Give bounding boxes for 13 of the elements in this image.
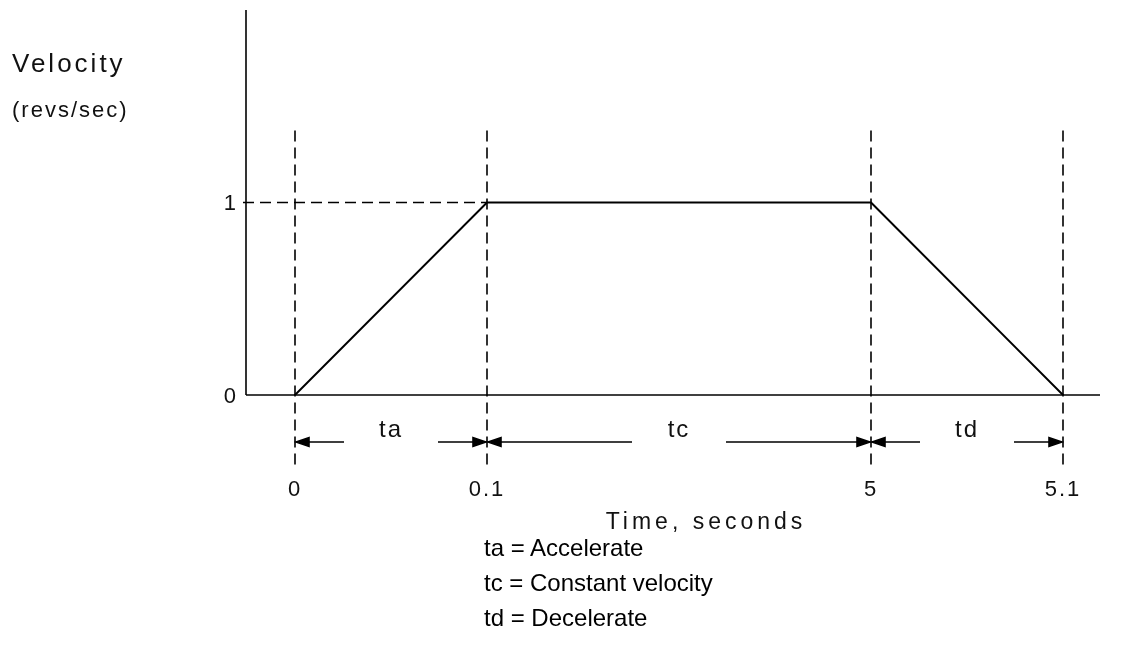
- text: tc: [667, 415, 691, 442]
- y-axis-title: Velocity (revs/sec): [12, 48, 129, 122]
- text: ta: [378, 415, 404, 442]
- y-tick-label: 1: [223, 190, 236, 216]
- x-tick-label: 5.1: [1044, 475, 1082, 501]
- text: ta = Accelerate: [484, 534, 644, 561]
- x-tick-label: 5: [863, 475, 879, 501]
- text: tc = Constant velocity: [484, 569, 713, 596]
- x-tick-label: 0.1: [468, 475, 506, 501]
- x-axis-title: Time, seconds: [605, 508, 807, 534]
- text: td: [954, 415, 980, 442]
- text: td = Decelerate: [484, 604, 648, 631]
- x-tick-label: 0: [287, 475, 303, 501]
